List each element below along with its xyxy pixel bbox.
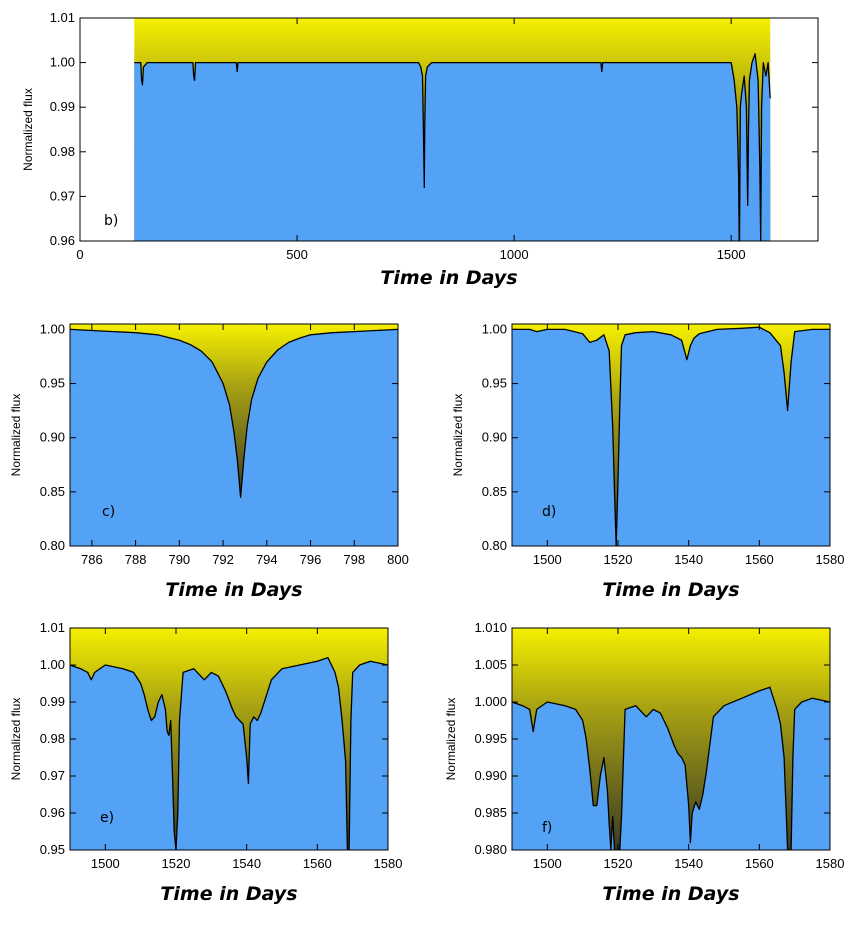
- x-axis-title: Time in Days: [165, 579, 302, 601]
- y-tick-label: 0.98: [40, 731, 65, 746]
- chart-panel-5: 1500 1520 1540 1560 1580 0.980 0.985 0.990 0.995…: [444, 620, 844, 905]
- x-tick-label: 792: [212, 552, 234, 567]
- plot-frame: [511, 323, 831, 547]
- y-tick-label: 0.95: [40, 842, 65, 857]
- y-tick-label: 0.80: [40, 538, 65, 553]
- x-tick-label: 1540: [232, 856, 261, 871]
- y-tick-label: 0.96: [40, 805, 65, 820]
- y-tick-label: 1.010: [474, 620, 507, 635]
- y-axis-title: Normalized flux: [21, 88, 35, 171]
- y-tick-label: 1.00: [482, 321, 507, 336]
- flux-curve-line: [70, 328, 398, 498]
- y-axis-title: Normalized flux: [444, 698, 458, 781]
- flux-curve-line: [512, 686, 830, 850]
- x-axis-title: Time in Days: [602, 883, 739, 905]
- chart-panel-2: 786 788 790 792 794 796 798 800 0.80 0.85 0.90 0.95…: [9, 321, 409, 601]
- y-tick-label: 0.90: [40, 430, 65, 445]
- y-tick-label: 0.85: [40, 484, 65, 499]
- y-tick-label: 1.00: [50, 55, 75, 70]
- x-tick-label: 1560: [303, 856, 332, 871]
- x-tick-label: 794: [256, 552, 278, 567]
- flux-area-fill: [134, 53, 771, 241]
- x-tick-label: 1560: [745, 856, 774, 871]
- x-tick-label: 0: [76, 247, 83, 262]
- x-tick-label: 786: [81, 552, 103, 567]
- y-tick-label: 0.985: [474, 805, 507, 820]
- y-tick-label: 1.00: [40, 321, 65, 336]
- y-tick-label: 0.995: [474, 731, 507, 746]
- y-tick-label: 0.95: [482, 376, 507, 391]
- x-tick-label: 800: [387, 552, 409, 567]
- chart-panel-4: 1500 1520 1540 1560 1580 0.95 0.96 0.97 0.98 0.99…: [9, 620, 402, 905]
- plot-frame: [69, 323, 399, 547]
- x-tick-label: 1580: [374, 856, 403, 871]
- x-tick-label: 1000: [500, 247, 529, 262]
- x-tick-label: 1540: [674, 552, 703, 567]
- y-tick-label: 0.97: [40, 768, 65, 783]
- y-tick-label: 1.01: [50, 10, 75, 25]
- flux-area-fill: [70, 657, 388, 850]
- panel-label: c): [102, 504, 115, 520]
- x-tick-label: 1560: [745, 552, 774, 567]
- x-axis-title: Time in Days: [602, 579, 739, 601]
- x-tick-label: 1520: [162, 856, 191, 871]
- y-tick-label: 0.97: [50, 188, 75, 203]
- x-tick-label: 1580: [816, 856, 845, 871]
- y-tick-label: 1.01: [40, 620, 65, 635]
- panel-label: f): [542, 820, 552, 836]
- x-tick-label: 1500: [533, 856, 562, 871]
- y-tick-label: 1.000: [474, 694, 507, 709]
- x-tick-label: 1500: [533, 552, 562, 567]
- y-tick-label: 1.005: [474, 657, 507, 672]
- x-tick-label: 788: [125, 552, 147, 567]
- plot-frame: [79, 17, 819, 242]
- flux-area-fill: [70, 329, 398, 546]
- x-tick-label: 500: [286, 247, 308, 262]
- x-tick-label: 796: [300, 552, 322, 567]
- x-axis-title: Time in Days: [380, 267, 517, 289]
- panel-label: b): [104, 213, 118, 229]
- y-tick-label: 0.95: [40, 376, 65, 391]
- y-tick-label: 1.00: [40, 657, 65, 672]
- y-tick-label: 0.98: [50, 144, 75, 159]
- x-tick-label: 1540: [674, 856, 703, 871]
- x-tick-label: 1520: [604, 552, 633, 567]
- y-axis-title: Normalized flux: [451, 394, 465, 477]
- flux-area-fill: [512, 687, 830, 850]
- y-axis-title: Normalized flux: [9, 394, 23, 477]
- y-tick-label: 0.99: [50, 99, 75, 114]
- x-tick-label: 798: [343, 552, 365, 567]
- y-tick-label: 0.96: [50, 233, 75, 248]
- y-tick-label: 0.80: [482, 538, 507, 553]
- x-tick-label: 1500: [717, 247, 746, 262]
- panel-label: e): [100, 810, 114, 826]
- chart-panel-3: 1500 1520 1540 1560 1580 0.80 0.85 0.90 0.95 1.00…: [451, 321, 844, 601]
- y-tick-label: 0.990: [474, 768, 507, 783]
- x-tick-label: 1520: [604, 856, 633, 871]
- x-tick-label: 1580: [816, 552, 845, 567]
- flux-curve-line: [70, 656, 388, 850]
- x-tick-label: 790: [168, 552, 190, 567]
- flux-curve-line: [134, 53, 771, 241]
- y-tick-label: 0.90: [482, 430, 507, 445]
- x-axis-title: Time in Days: [160, 883, 297, 905]
- y-tick-label: 0.980: [474, 842, 507, 857]
- panel-label: d): [542, 504, 556, 520]
- flux-area-fill: [512, 327, 830, 546]
- y-tick-label: 0.99: [40, 694, 65, 709]
- flux-curve-line: [512, 326, 830, 546]
- x-tick-label: 1500: [91, 856, 120, 871]
- chart-panel-1: 0 500 1000 1500 0.96 0.97 0.98 0.99 1.00 1.01 Time…: [21, 10, 819, 289]
- y-axis-title: Normalized flux: [9, 698, 23, 781]
- y-tick-label: 0.85: [482, 484, 507, 499]
